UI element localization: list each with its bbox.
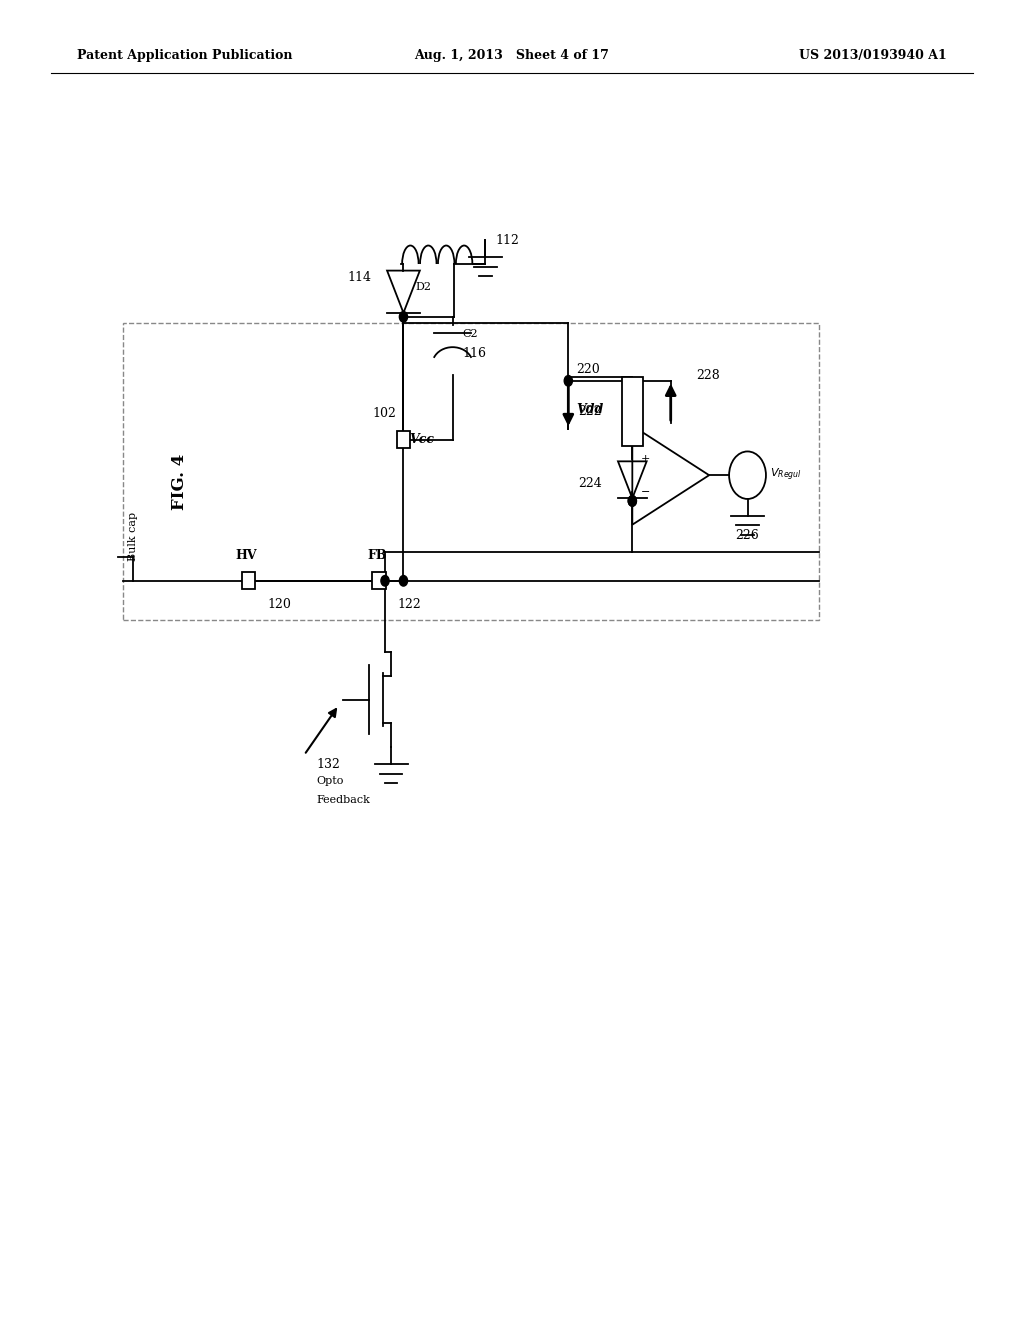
Circle shape xyxy=(629,496,637,507)
Text: 114: 114 xyxy=(347,271,371,284)
Text: 116: 116 xyxy=(463,347,486,360)
Circle shape xyxy=(399,576,408,586)
Text: Vdd: Vdd xyxy=(577,403,604,416)
Bar xyxy=(123,323,819,620)
Text: 112: 112 xyxy=(496,234,519,247)
Bar xyxy=(373,572,385,589)
Text: Opto: Opto xyxy=(316,776,344,787)
Circle shape xyxy=(564,375,572,385)
Text: Feedback: Feedback xyxy=(316,795,371,805)
Text: HV: HV xyxy=(234,549,257,562)
Text: Aug. 1, 2013   Sheet 4 of 17: Aug. 1, 2013 Sheet 4 of 17 xyxy=(415,49,609,62)
Text: C2: C2 xyxy=(463,329,478,339)
Text: 132: 132 xyxy=(316,758,340,771)
Text: 222: 222 xyxy=(578,405,602,417)
Bar xyxy=(397,430,410,447)
Circle shape xyxy=(629,496,637,507)
Circle shape xyxy=(381,576,389,586)
Text: −: − xyxy=(640,487,650,496)
Text: 120: 120 xyxy=(267,598,291,611)
Text: D2: D2 xyxy=(416,282,432,293)
Text: 226: 226 xyxy=(735,529,759,543)
Bar xyxy=(623,378,643,446)
Bar xyxy=(242,572,256,589)
Text: Bulk cap: Bulk cap xyxy=(128,512,138,561)
Text: 220: 220 xyxy=(577,363,600,376)
Text: 102: 102 xyxy=(373,407,396,420)
Text: 122: 122 xyxy=(397,598,421,611)
Text: 224: 224 xyxy=(578,477,602,490)
Text: Vcc: Vcc xyxy=(410,433,434,446)
Text: +: + xyxy=(640,454,650,463)
Text: FB: FB xyxy=(367,549,387,562)
Text: FIG. 4: FIG. 4 xyxy=(171,454,187,510)
Text: US 2013/0193940 A1: US 2013/0193940 A1 xyxy=(800,49,947,62)
Text: 228: 228 xyxy=(696,370,720,381)
Text: Patent Application Publication: Patent Application Publication xyxy=(77,49,292,62)
Circle shape xyxy=(399,312,408,322)
Text: $V_{Regul}$: $V_{Regul}$ xyxy=(770,467,802,483)
